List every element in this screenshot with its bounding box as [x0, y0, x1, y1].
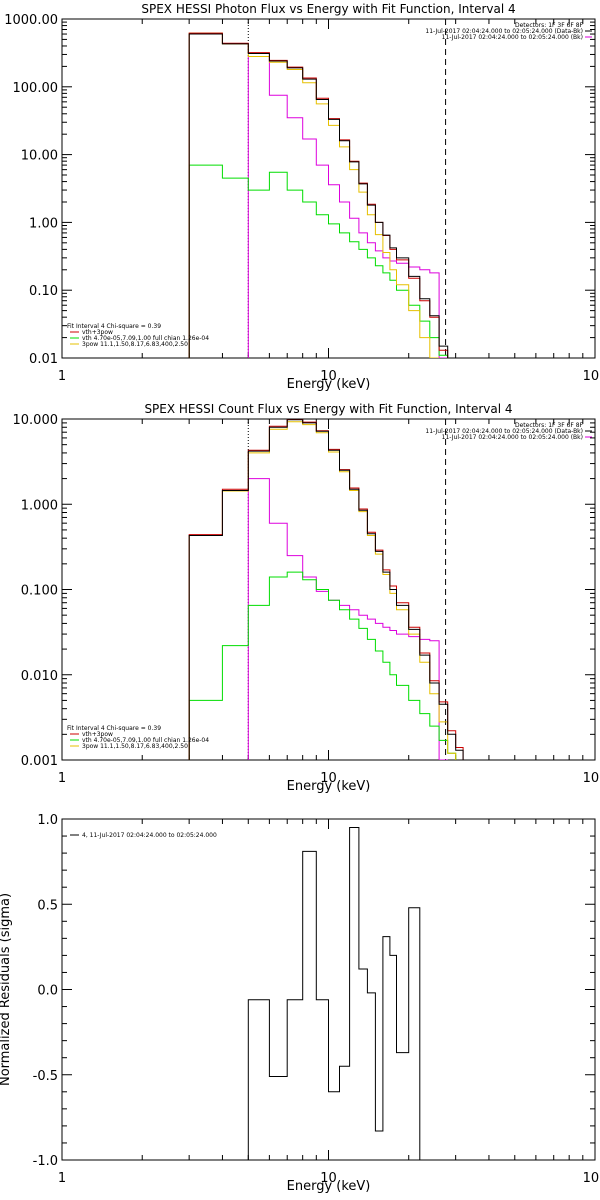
series-line-vth [188, 164, 449, 358]
info-line: 11-Jul-2017 02:04:24.000 to 02:05:24.000… [442, 34, 583, 41]
x-tick-label: 1 [58, 1171, 66, 1186]
y-tick-label: 100.00 [13, 81, 59, 96]
series-line-3pow [188, 32, 440, 358]
y-tick-label: 0.01 [29, 352, 58, 367]
chart-title: SPEX HESSI Count Flux vs Energy with Fit… [144, 402, 512, 416]
y-tick-label: 0.10 [29, 284, 58, 299]
series-group [247, 827, 430, 1160]
y-tick-label: 0.100 [21, 584, 58, 599]
y-tick-label: 1000.00 [4, 13, 58, 28]
series-group [188, 419, 464, 760]
y-tick-label: 10.000 [13, 413, 59, 428]
legend-entry: 4, 11-Jul-2017 02:04:24.000 to 02:05:24.… [82, 832, 217, 839]
y-tick-label: 0.0 [37, 984, 58, 999]
series-line-bk [247, 56, 448, 358]
x-tick-label: 100 [583, 369, 600, 384]
info-line: Detectors: 1F 3F 6F 8F [515, 422, 584, 429]
legend-entry: vth 4.70e-05,7.09,1.00 full chian 1.26e-… [82, 737, 209, 744]
legend-entry: vth+3pow [82, 731, 113, 738]
y-axis-label: Normalized Residuals (sigma) [0, 893, 13, 1086]
y-tick-label: -0.5 [33, 1069, 58, 1084]
series-line-4-11-jul-2017-02-04-24-000-to-02-05-24-000 [247, 827, 430, 1160]
series-line-data-bk [188, 419, 464, 760]
x-axis-label: Energy (keV) [287, 779, 371, 794]
series-line-vth [188, 571, 457, 760]
legend-entry: 3pow 11.1,1.50,8.17,6.83,400,2.50 [82, 743, 188, 750]
plot-frame [61, 18, 596, 359]
x-axis-label: Energy (keV) [287, 1179, 371, 1194]
plot-frame [61, 818, 596, 1161]
y-tick-label: 1.000 [21, 498, 58, 513]
x-tick-label: 1 [58, 369, 66, 384]
y-tick-label: 10.00 [21, 149, 58, 164]
legend-entry: 3pow 11.1,1.50,8.17,6.83,400,2.50 [82, 341, 188, 348]
y-tick-label: -1.0 [33, 1154, 58, 1169]
info-line: 11-Jul-2017 02:04:24.000 to 02:05:24.000… [425, 428, 583, 435]
chart-title: SPEX HESSI Photon Flux vs Energy with Fi… [141, 2, 515, 16]
x-tick-label: 1 [58, 771, 66, 786]
x-axis-label: Energy (keV) [287, 377, 371, 392]
count-flux-panel: SPEX HESSI Count Flux vs Energy with Fit… [13, 402, 600, 794]
series-group [188, 32, 449, 358]
legend-entry: Fit Interval 4 Chi-square = 0.39 [67, 725, 161, 732]
legend-entry: Fit Interval 4 Chi-square = 0.39 [67, 323, 161, 330]
x-tick-label: 10 [320, 1171, 337, 1186]
residuals-panel: 1 10 100 Energy (keV) 1.0 0.5 0.0 -0.5 -1.0 Norma… [0, 813, 600, 1194]
x-tick-label: 100 [583, 771, 600, 786]
x-tick-label: 10 [320, 369, 337, 384]
info-line: 11-Jul-2017 02:04:24.000 to 02:05:24.000… [442, 434, 583, 441]
y-tick-label: 0.5 [37, 898, 58, 913]
legend-entry: vth+3pow [82, 329, 113, 336]
info-line: Detectors: 1F 3F 6F 8F [515, 22, 584, 29]
y-tick-label: 1.0 [37, 813, 58, 828]
y-tick-label: 0.001 [21, 754, 58, 769]
legend-entry: vth 4.70e-05,7.09,1.00 full chian 1.26e-… [82, 335, 209, 342]
x-tick-label: 10 [320, 771, 337, 786]
y-tick-label: 0.010 [21, 669, 58, 684]
x-tick-label: 100 [583, 1171, 600, 1186]
series-line-3pow [188, 421, 457, 760]
y-tick-label: 1.00 [29, 216, 58, 231]
photon-flux-panel: SPEX HESSI Photon Flux vs Energy with Fi… [4, 2, 600, 392]
series-line-data-bk [188, 33, 449, 358]
info-line: 11-Jul-2017 02:04:24.000 to 02:05:24.000… [425, 28, 583, 35]
series-line-bk [247, 478, 448, 760]
